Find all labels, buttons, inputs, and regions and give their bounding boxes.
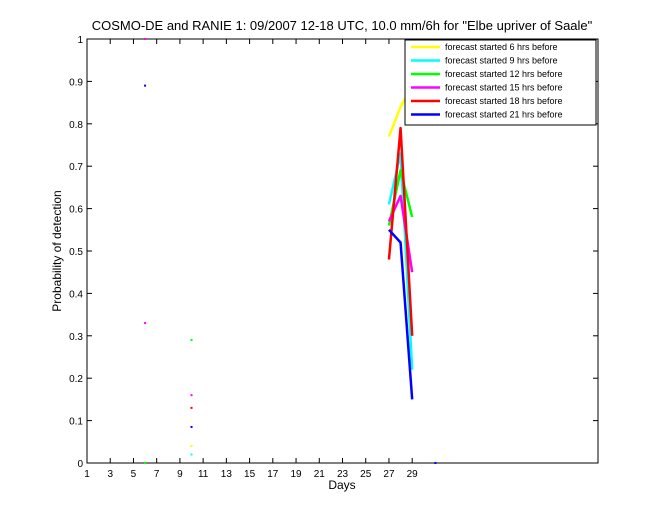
y-tick-label: 0 <box>77 459 83 470</box>
scatter-point <box>190 406 193 409</box>
x-tick-label: 29 <box>407 469 419 480</box>
legend-entry: forecast started 18 hrs before <box>445 96 563 106</box>
scatter-point <box>144 84 147 87</box>
legend: forecast started 6 hrs before forecast st… <box>404 39 597 126</box>
scatter-point <box>190 445 193 448</box>
x-tick-label: 19 <box>290 469 302 480</box>
x-tick-label: 11 <box>198 469 209 480</box>
legend-entry: forecast started 12 hrs before <box>445 69 563 79</box>
chart-title: COSMO-DE and RANIE 1: 09/2007 12-18 UTC,… <box>92 18 593 33</box>
scatter-point <box>144 38 147 40</box>
legend-entry: forecast started 15 hrs before <box>445 83 563 93</box>
y-tick-label: 0.2 <box>69 374 83 385</box>
series-line <box>387 126 414 336</box>
y-tick-label: 0.7 <box>69 162 83 173</box>
x-axis-label: Days <box>328 478 355 492</box>
x-tick-label: 21 <box>314 469 326 480</box>
y-tick-label: 0.1 <box>69 417 83 428</box>
x-tick-label: 23 <box>337 469 349 480</box>
legend-box <box>404 39 597 126</box>
x-tick-label: 9 <box>177 469 183 480</box>
legend-entry: forecast started 6 hrs before <box>445 42 558 52</box>
scatter-point <box>144 462 147 464</box>
x-tick-label: 27 <box>383 469 395 480</box>
tick-labels: 1 3 5 7 9 11 13 15 17 19 21 23 25 27 2900.10.20.30.40.… <box>69 35 418 480</box>
x-tick-label: 3 <box>107 469 113 480</box>
scatter-point <box>144 322 147 325</box>
series-line <box>387 152 414 370</box>
x-tick-label: 5 <box>131 469 137 480</box>
y-axis-label: Probability of detection <box>50 190 64 311</box>
legend-entry: forecast started 21 hrs before <box>445 110 563 120</box>
scatter-point <box>190 453 193 456</box>
y-tick-label: 0.5 <box>69 247 83 258</box>
series-layer <box>144 38 437 464</box>
x-tick-label: 15 <box>244 469 256 480</box>
x-tick-label: 13 <box>221 469 233 480</box>
y-tick-label: 0.6 <box>69 205 83 216</box>
x-tick-label: 25 <box>360 469 372 480</box>
x-tick-label: 1 <box>84 469 90 480</box>
axis-ticks <box>86 38 598 464</box>
scatter-point <box>190 394 193 397</box>
x-tick-label: 17 <box>267 469 279 480</box>
legend-entry: forecast started 9 hrs before <box>445 56 558 66</box>
y-tick-label: 1 <box>77 35 83 46</box>
x-tick-label: 7 <box>154 469 160 480</box>
scatter-point <box>190 339 193 342</box>
y-tick-label: 0.9 <box>69 77 83 88</box>
scatter-point <box>190 425 193 428</box>
y-tick-label: 0.4 <box>69 289 83 300</box>
y-tick-label: 0.8 <box>69 120 83 131</box>
series-line <box>388 228 414 400</box>
y-tick-label: 0.3 <box>69 332 83 343</box>
scatter-point <box>434 462 437 464</box>
